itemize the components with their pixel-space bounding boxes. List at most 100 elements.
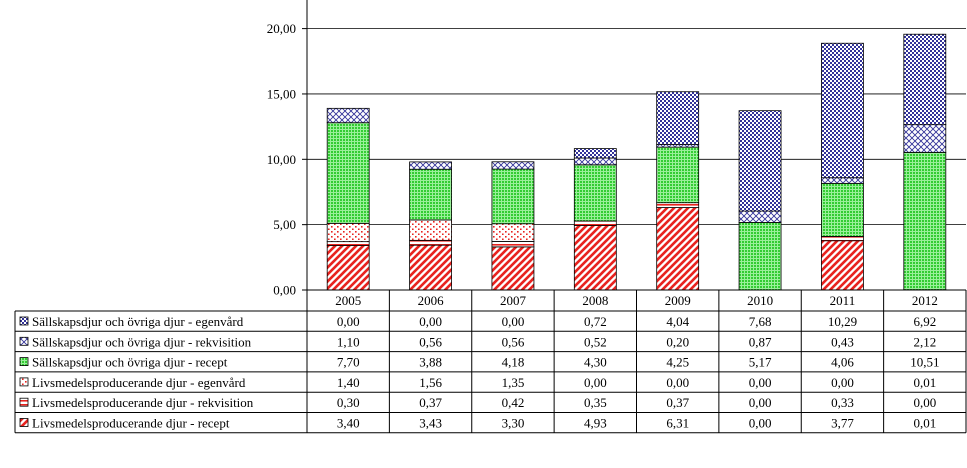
y-tick-label: 0,00 bbox=[273, 283, 296, 298]
x-tick-label: 2008 bbox=[582, 293, 608, 308]
legend-key bbox=[19, 316, 29, 326]
data-label: 0,01 bbox=[913, 416, 936, 431]
gridlines bbox=[307, 28, 966, 226]
bar-segment bbox=[821, 240, 864, 291]
data-label: 0,00 bbox=[749, 375, 772, 390]
data-label: 0,00 bbox=[749, 395, 772, 410]
y-tick-label: 15,00 bbox=[267, 86, 296, 101]
bar-segment bbox=[738, 110, 782, 212]
y-tick-label: 20,00 bbox=[267, 21, 296, 36]
data-label: 0,43 bbox=[831, 334, 854, 349]
data-label: 0,00 bbox=[666, 375, 689, 390]
bar-segment bbox=[656, 207, 700, 291]
bar-segment bbox=[491, 223, 535, 242]
bar-segment bbox=[821, 42, 864, 179]
data-label: 0,37 bbox=[419, 395, 442, 410]
data-label: 0,00 bbox=[419, 314, 442, 329]
bar-segment bbox=[409, 239, 452, 246]
bar-segment bbox=[573, 148, 617, 159]
data-label: 0,42 bbox=[502, 395, 525, 410]
bar-segment bbox=[326, 107, 370, 124]
bar-segment bbox=[326, 222, 370, 243]
data-label: 3,77 bbox=[831, 416, 854, 431]
legend-key bbox=[19, 397, 29, 407]
data-label: 0,01 bbox=[913, 375, 936, 390]
data-label: 4,30 bbox=[584, 355, 607, 370]
data-label: 0,87 bbox=[749, 334, 772, 349]
bar-segment bbox=[491, 168, 535, 225]
legend-key bbox=[19, 357, 29, 367]
data-label: 6,31 bbox=[666, 416, 689, 431]
bar-segment bbox=[573, 220, 617, 226]
legend-label: Livsmedelsproducerande djur - recept bbox=[32, 416, 230, 431]
data-label: 1,56 bbox=[419, 375, 442, 390]
data-label: 1,35 bbox=[502, 375, 525, 390]
data-label: 4,04 bbox=[666, 314, 689, 329]
data-label: 10,51 bbox=[910, 355, 939, 370]
bar-segment bbox=[821, 177, 864, 184]
data-label: 0,52 bbox=[584, 334, 607, 349]
data-label: 0,37 bbox=[666, 395, 689, 410]
bar-segment bbox=[573, 225, 617, 291]
legend-label: Sällskapsdjur och övriga djur - recept bbox=[32, 355, 228, 370]
x-tick-label: 2005 bbox=[335, 293, 361, 308]
bar-segment bbox=[409, 244, 452, 291]
y-tick-label: 5,00 bbox=[273, 217, 296, 232]
x-tick-label: 2006 bbox=[418, 293, 445, 308]
bars bbox=[326, 33, 947, 291]
data-label: 0,00 bbox=[749, 416, 772, 431]
bar-segment bbox=[573, 164, 617, 222]
bar-segment bbox=[738, 222, 782, 291]
bar-segment bbox=[491, 246, 535, 291]
axes: 0,00 5,00 10,00 15,00 20,00 bbox=[267, 0, 308, 298]
x-tick-label: 2010 bbox=[747, 293, 773, 308]
legend-label: Sällskapsdjur och övriga djur - rekvisit… bbox=[32, 334, 252, 349]
data-label: 0,00 bbox=[831, 375, 854, 390]
data-label: 4,06 bbox=[831, 355, 854, 370]
data-label: 3,40 bbox=[337, 416, 360, 431]
bar-segment bbox=[491, 240, 535, 248]
bar-segment bbox=[409, 219, 452, 241]
bar-segment bbox=[903, 151, 947, 291]
data-label: 0,00 bbox=[502, 314, 525, 329]
data-label: 0,00 bbox=[584, 375, 607, 390]
data-label: 1,10 bbox=[337, 334, 360, 349]
bar-segment bbox=[903, 33, 947, 126]
legend-key bbox=[19, 418, 29, 427]
bar-segment bbox=[821, 236, 864, 242]
bar-segment bbox=[903, 124, 947, 153]
data-label: 4,93 bbox=[584, 416, 607, 431]
bar-segment bbox=[326, 245, 370, 291]
bar-segment bbox=[656, 91, 700, 145]
bar-segment bbox=[409, 161, 452, 170]
data-label: 2,12 bbox=[913, 334, 936, 349]
bar-segment bbox=[491, 161, 535, 170]
data-table: 2005 2006 2007 2008 2009 2010 2011 2012 Sällskap… bbox=[14, 289, 967, 434]
data-label: 0,00 bbox=[913, 395, 936, 410]
bar-segment bbox=[573, 157, 617, 166]
legend-key bbox=[19, 377, 29, 387]
data-label: 4,25 bbox=[666, 355, 689, 370]
data-label: 0,00 bbox=[337, 314, 360, 329]
data-label: 0,56 bbox=[502, 334, 525, 349]
data-label: 3,30 bbox=[502, 416, 525, 431]
x-tick-label: 2009 bbox=[665, 293, 691, 308]
bar-segment bbox=[738, 210, 782, 223]
bar-segment bbox=[656, 146, 700, 204]
y-tick-label: 10,00 bbox=[267, 152, 296, 167]
data-label: 10,29 bbox=[828, 314, 857, 329]
data-label: 6,92 bbox=[913, 314, 936, 329]
x-tick-label: 2007 bbox=[500, 293, 527, 308]
x-tick-label: 2012 bbox=[912, 293, 938, 308]
bar-segment bbox=[821, 182, 864, 237]
bar-segment bbox=[326, 241, 370, 246]
bar-segment bbox=[326, 122, 370, 224]
bar-segment bbox=[656, 202, 700, 208]
data-label: 0,35 bbox=[584, 395, 607, 410]
data-label: 7,70 bbox=[337, 355, 360, 370]
legend-label: Sällskapsdjur och övriga djur - egenvård bbox=[32, 314, 244, 329]
legend-label: Livsmedelsproducerande djur - rekvisitio… bbox=[32, 395, 254, 410]
data-label: 0,56 bbox=[419, 334, 442, 349]
data-label: 5,17 bbox=[749, 355, 772, 370]
